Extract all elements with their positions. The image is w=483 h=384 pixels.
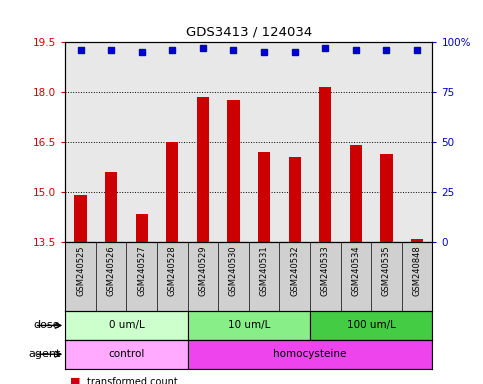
Text: GSM240533: GSM240533 [321, 245, 330, 296]
Text: GSM240528: GSM240528 [168, 245, 177, 296]
Text: GSM240848: GSM240848 [412, 245, 422, 296]
Text: GDS3413 / 124034: GDS3413 / 124034 [185, 25, 312, 38]
Text: transformed count: transformed count [87, 377, 178, 384]
Bar [380, 154, 393, 242]
Bar [105, 172, 117, 242]
Text: GSM240530: GSM240530 [229, 245, 238, 296]
Bar [227, 101, 240, 242]
Text: agent: agent [28, 349, 60, 359]
Text: 100 um/L: 100 um/L [347, 320, 396, 331]
Text: 10 um/L: 10 um/L [227, 320, 270, 331]
Bar [65, 340, 187, 369]
Bar [74, 195, 86, 242]
Bar [197, 97, 209, 242]
Text: 0 um/L: 0 um/L [109, 320, 144, 331]
Text: homocysteine: homocysteine [273, 349, 347, 359]
Bar [65, 311, 187, 340]
Bar [166, 142, 178, 242]
Text: ■: ■ [70, 377, 81, 384]
Bar [350, 146, 362, 242]
Text: GSM240526: GSM240526 [107, 245, 115, 296]
Bar [310, 311, 432, 340]
Text: GSM240529: GSM240529 [199, 245, 207, 296]
Bar [258, 152, 270, 242]
Text: GSM240525: GSM240525 [76, 245, 85, 296]
Bar [288, 157, 301, 242]
Text: GSM240532: GSM240532 [290, 245, 299, 296]
Text: control: control [108, 349, 144, 359]
Text: dose: dose [34, 320, 60, 331]
Bar [187, 311, 310, 340]
Bar [136, 214, 148, 242]
Text: GSM240534: GSM240534 [351, 245, 360, 296]
Bar [411, 238, 423, 242]
Bar [319, 87, 331, 242]
Text: GSM240535: GSM240535 [382, 245, 391, 296]
Text: GSM240527: GSM240527 [137, 245, 146, 296]
Bar [187, 340, 432, 369]
Text: GSM240531: GSM240531 [259, 245, 269, 296]
